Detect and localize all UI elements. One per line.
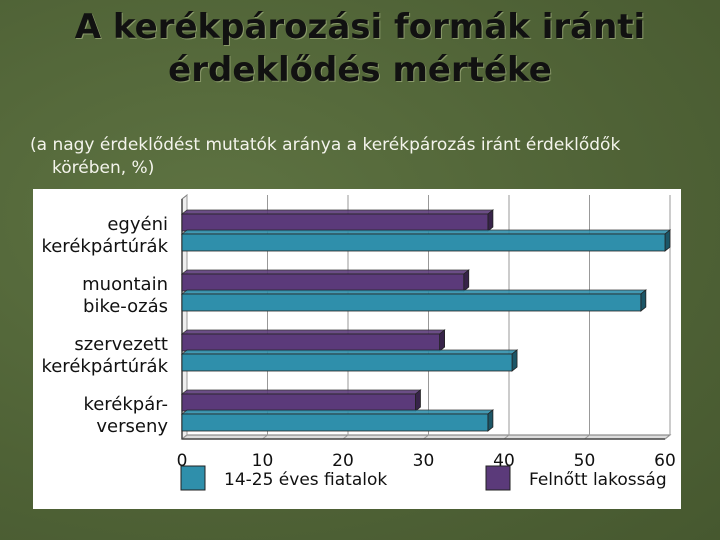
gridline-depth-6: [664, 434, 671, 440]
category-label-2-0: szervezett: [74, 334, 168, 355]
subtitle-line-1: (a nagy érdeklődést mutatók aránya a ker…: [30, 135, 621, 155]
x-tick-label-3: 30: [413, 451, 435, 471]
category-label-0-0: egyéni: [107, 214, 168, 235]
legend-label-0: 14-25 éves fiatalok: [224, 470, 387, 490]
bar-side-0-0: [487, 209, 494, 232]
bar-side-2-0: [439, 329, 446, 352]
bar-chart: 0 10 20 30 40 50 60egyénikerékpártúrákmuontain…: [41, 193, 676, 491]
bar-top-0-1: [180, 229, 672, 235]
x-tick-label-0: 0: [177, 451, 188, 471]
bar-0-0: [181, 213, 489, 232]
bar-1-0: [181, 273, 465, 292]
x-tick-label-5: 50: [574, 451, 596, 471]
chart-subtitle: (a nagy érdeklődést mutatók aránya a ker…: [30, 134, 690, 180]
bar-top-3-0: [180, 389, 422, 395]
category-label-3-0: kerékpár-: [83, 394, 168, 415]
legend-label-1: Felnőtt lakosság: [529, 470, 667, 490]
x-tick-label-2: 20: [332, 451, 354, 471]
bar-side-1-1: [640, 289, 647, 312]
bar-2-0: [181, 333, 441, 352]
bar-side-1-0: [463, 269, 470, 292]
x-tick-label-1: 10: [252, 451, 274, 471]
category-label-0-1: kerékpártúrák: [41, 236, 168, 257]
bar-side-3-1: [487, 409, 494, 432]
bar-3-0: [181, 393, 416, 412]
x-tick-label-6: 60: [654, 451, 676, 471]
bar-3-1: [181, 413, 489, 432]
bar-top-0-0: [180, 209, 495, 215]
legend-swatch-0: [180, 465, 206, 491]
bar-top-1-0: [180, 269, 470, 275]
bar-top-3-1: [180, 409, 495, 415]
title-line-1: A kerékpározási formák iránti: [74, 7, 646, 47]
bar-top-2-0: [180, 329, 446, 335]
bar-side-3-0: [415, 389, 421, 412]
bar-side-0-1: [664, 229, 671, 252]
category-label-3-1: verseny: [96, 416, 168, 437]
bar-1-1: [181, 293, 642, 312]
subtitle-line-2: körében, %): [52, 158, 155, 178]
bar-top-1-1: [180, 289, 647, 295]
page-title: A kerékpározási formák iránti érdeklődés…: [0, 6, 720, 92]
bar-2-1: [181, 353, 513, 372]
category-label-1-0: muontain: [82, 274, 168, 295]
bar-0-1: [181, 233, 666, 252]
legend-swatch-1: [485, 465, 511, 491]
title-line-2: érdeklődés mértéke: [168, 50, 552, 90]
chart-area: 0 10 20 30 40 50 60 egyéni kerékpártúrák muontain…: [33, 189, 681, 509]
category-label-1-1: bike-ozás: [83, 296, 168, 317]
category-label-2-1: kerékpártúrák: [41, 356, 168, 377]
bar-side-2-1: [511, 349, 518, 372]
bar-top-2-1: [180, 349, 519, 355]
